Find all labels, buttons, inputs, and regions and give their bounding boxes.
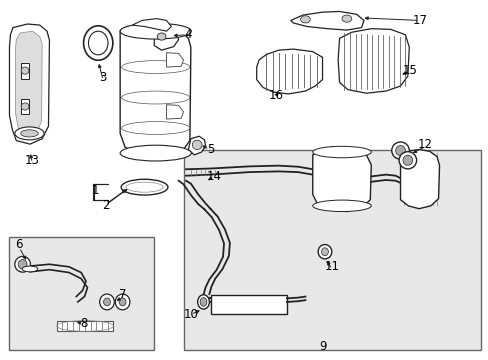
Ellipse shape — [100, 294, 114, 310]
Ellipse shape — [341, 15, 351, 22]
Ellipse shape — [18, 260, 27, 269]
Ellipse shape — [312, 146, 370, 158]
Polygon shape — [312, 147, 370, 212]
Polygon shape — [337, 29, 408, 93]
Text: 8: 8 — [80, 317, 87, 330]
Ellipse shape — [120, 23, 191, 39]
Ellipse shape — [120, 145, 191, 161]
Text: 2: 2 — [102, 199, 109, 212]
Ellipse shape — [115, 294, 130, 310]
Polygon shape — [290, 12, 363, 30]
Text: 13: 13 — [25, 154, 40, 167]
Ellipse shape — [312, 200, 370, 212]
Ellipse shape — [200, 298, 206, 306]
Text: 12: 12 — [417, 138, 431, 150]
Bar — [57, 320, 113, 331]
Polygon shape — [15, 31, 42, 136]
Ellipse shape — [21, 103, 29, 110]
Ellipse shape — [197, 295, 209, 309]
Ellipse shape — [391, 142, 408, 159]
Ellipse shape — [398, 152, 416, 169]
Ellipse shape — [402, 155, 412, 165]
Polygon shape — [166, 53, 183, 67]
Polygon shape — [188, 136, 205, 155]
Text: 11: 11 — [324, 260, 339, 273]
Ellipse shape — [192, 140, 202, 149]
Text: 16: 16 — [268, 89, 283, 102]
Ellipse shape — [121, 179, 167, 195]
Ellipse shape — [88, 31, 108, 55]
Polygon shape — [400, 149, 439, 209]
Text: 4: 4 — [184, 28, 192, 41]
Text: 6: 6 — [16, 238, 23, 251]
Text: 3: 3 — [99, 71, 106, 84]
Text: 17: 17 — [412, 14, 427, 27]
Polygon shape — [154, 30, 178, 50]
Ellipse shape — [157, 33, 165, 40]
Ellipse shape — [318, 244, 331, 259]
Ellipse shape — [15, 127, 44, 140]
Text: 7: 7 — [119, 288, 126, 301]
Bar — [211, 295, 286, 315]
Ellipse shape — [119, 298, 126, 306]
Polygon shape — [256, 49, 322, 94]
Polygon shape — [132, 19, 171, 31]
Ellipse shape — [300, 16, 310, 23]
Polygon shape — [166, 105, 183, 119]
Text: 10: 10 — [183, 308, 198, 321]
Ellipse shape — [20, 130, 38, 137]
Ellipse shape — [15, 256, 30, 272]
Text: 1: 1 — [92, 184, 100, 197]
Text: 15: 15 — [402, 64, 417, 77]
Text: 9: 9 — [318, 340, 325, 353]
Ellipse shape — [103, 298, 110, 306]
Text: 14: 14 — [206, 170, 222, 183]
Polygon shape — [21, 63, 29, 78]
Ellipse shape — [395, 145, 405, 156]
Ellipse shape — [321, 248, 328, 256]
Ellipse shape — [83, 26, 113, 60]
Ellipse shape — [21, 67, 29, 74]
Ellipse shape — [22, 266, 38, 272]
Bar — [9, 237, 154, 350]
Text: 5: 5 — [206, 143, 214, 156]
Polygon shape — [21, 99, 29, 114]
Bar — [183, 149, 480, 350]
Polygon shape — [9, 24, 49, 144]
Polygon shape — [120, 25, 190, 156]
